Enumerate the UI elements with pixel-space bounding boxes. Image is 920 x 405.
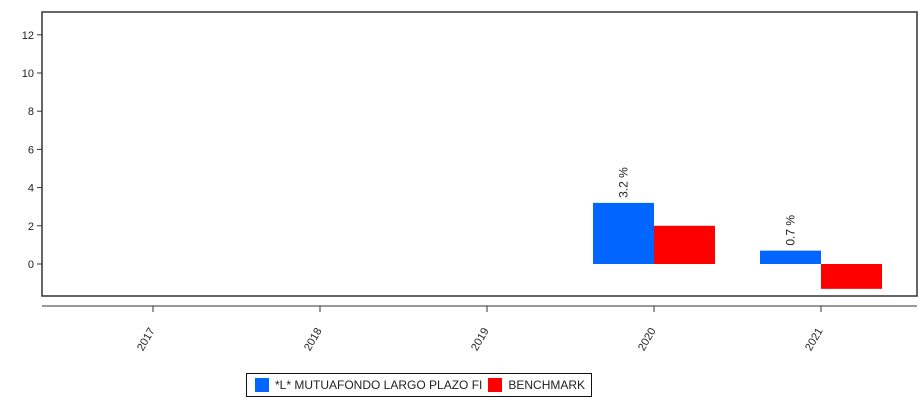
y-tick-label: 4 [28,183,34,195]
y-tick-label: 2 [28,221,34,233]
y-tick-label: 0 [28,259,34,271]
data-label: 0.7 % [784,215,798,246]
legend: *L* MUTUAFONDO LARGO PLAZO FI BENCHMARK [246,373,593,397]
plot-frame [41,11,918,297]
x-tick-label: 2021 [803,326,826,353]
data-label: 3.2 % [617,167,631,198]
legend-swatch-fund [255,378,269,392]
x-tick-label: 2018 [302,326,325,353]
y-tick-label: 12 [22,30,34,42]
legend-label-benchmark: BENCHMARK [508,378,586,392]
bar-benchmark-2020 [654,225,715,264]
y-tick-label: 8 [28,106,34,118]
legend-item-fund: *L* MUTUAFONDO LARGO PLAZO FI [255,378,482,392]
legend-label-fund: *L* MUTUAFONDO LARGO PLAZO FI [275,378,483,392]
bar-fund-2020 [593,202,654,264]
legend-swatch-benchmark [488,378,503,392]
bar-benchmark-2021 [821,264,882,289]
y-tick-label: 6 [28,144,34,156]
x-tick-label: 2017 [135,326,158,353]
legend-item-benchmark: BENCHMARK [488,378,585,392]
bar-fund-2021 [760,250,821,264]
y-tick-label: 10 [22,68,34,80]
x-tick-label: 2020 [636,326,659,353]
x-tick-label: 2019 [469,326,492,353]
